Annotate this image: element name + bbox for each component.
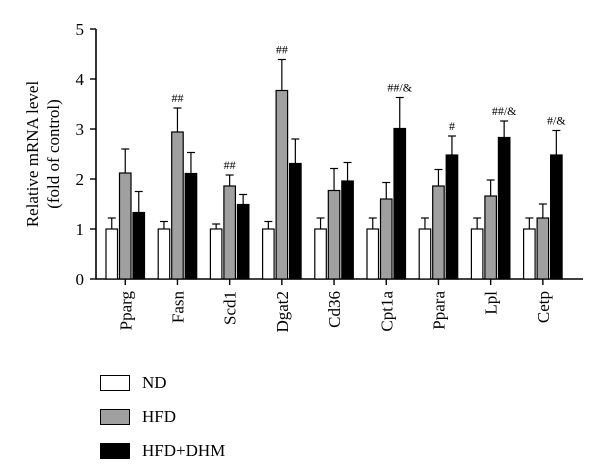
- significance-label: ##: [171, 91, 183, 105]
- bar: [418, 228, 432, 280]
- bar: [470, 228, 484, 280]
- bar: [341, 180, 354, 280]
- bar: [432, 185, 445, 280]
- bar: [118, 172, 132, 280]
- bar: [393, 127, 407, 280]
- x-tick-label: Scd1: [221, 291, 240, 325]
- bar: [157, 228, 171, 280]
- x-tick-label: Dgat2: [273, 291, 292, 333]
- significance-label: ##: [224, 158, 236, 172]
- significance-label: ##/&: [492, 104, 517, 118]
- y-tick-label: 5: [76, 20, 85, 39]
- significance-label: #: [449, 119, 455, 133]
- y-tick-label: 4: [76, 70, 85, 89]
- y-tick-label: 3: [76, 120, 85, 139]
- bar: [184, 172, 198, 280]
- bar: [327, 189, 341, 280]
- bar: [366, 228, 380, 280]
- legend-label-hfd-dhm: HFD+DHM: [142, 441, 226, 460]
- bar: [132, 211, 146, 280]
- y-tick-label: 2: [76, 170, 85, 189]
- bar: [522, 228, 536, 280]
- bar: [262, 228, 275, 280]
- bar: [314, 228, 327, 280]
- legend-label-nd: ND: [142, 373, 167, 392]
- legend-item-nd: ND: [100, 366, 225, 400]
- bar: [275, 89, 289, 280]
- y-axis-label-line: (fold of control): [44, 99, 63, 209]
- x-tick-label: Fasn: [168, 291, 187, 324]
- legend-swatch-hfd: [100, 409, 130, 425]
- y-axis-label: Relative mRNA level (fold of control): [23, 81, 63, 228]
- bar: [536, 217, 550, 280]
- bar: [497, 136, 511, 280]
- x-tick-label: Ppara: [429, 291, 448, 330]
- y-tick-label: 0: [76, 270, 85, 289]
- bar: [445, 154, 459, 280]
- bar: [236, 203, 250, 280]
- significance-label: ##/&: [387, 81, 412, 95]
- x-tick-label: Cd36: [325, 291, 344, 328]
- legend-item-hfd-dhm: HFD+DHM: [100, 434, 225, 468]
- bar: [289, 162, 302, 280]
- y-axis-label-line: Relative mRNA level: [23, 81, 42, 228]
- bar: [171, 131, 184, 280]
- significance-label: ##: [276, 43, 288, 57]
- bar: [223, 185, 236, 280]
- legend-swatch-nd: [100, 375, 130, 391]
- bar: [484, 195, 497, 280]
- bar: [105, 228, 119, 280]
- bar: [209, 228, 223, 280]
- y-tick-label: 1: [76, 220, 85, 239]
- x-tick-label: Cpt1a: [377, 291, 396, 332]
- bar: [549, 154, 563, 280]
- x-tick-label: Cetp: [534, 291, 553, 323]
- legend-label-hfd: HFD: [142, 407, 177, 426]
- significance-label: #/&: [547, 114, 566, 128]
- legend-item-hfd: HFD: [100, 400, 225, 434]
- legend: ND HFD HFD+DHM: [100, 366, 225, 468]
- x-tick-label: Lpl: [482, 291, 501, 315]
- x-tick-label: Pparg: [116, 291, 135, 331]
- legend-swatch-hfd-dhm: [100, 443, 130, 459]
- bar: [379, 198, 393, 280]
